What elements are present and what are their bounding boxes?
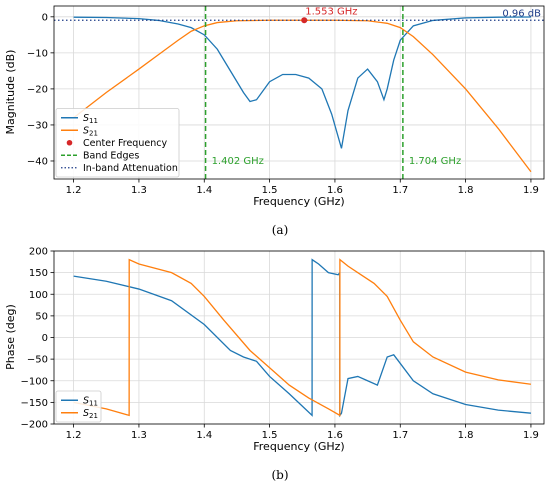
legend-entry-label: S21 [83, 126, 98, 138]
magnitude-y-axis-label: Magnitude (dB) [4, 50, 17, 135]
y-tick-label: −40 [27, 156, 48, 167]
y-tick-label: −30 [27, 120, 48, 131]
magnitude-chart: 0.96 dB 1.402 GHz 1.704 GHz 1.553 GHz 1.2 1.… [4, 5, 545, 237]
y-tick-label: 50 [35, 311, 48, 322]
x-tick-label: 1.2 [66, 185, 82, 196]
series-line-s11 [73, 258, 531, 418]
x-tick-label: 1.7 [392, 185, 408, 196]
y-tick-label: −200 [21, 420, 48, 431]
y-tick-label: 150 [29, 268, 48, 279]
band-edge-label: 1.704 GHz [409, 156, 461, 167]
x-tick-label: 1.6 [327, 185, 343, 196]
legend-entry-label: S21 [83, 408, 98, 420]
in-band-attenuation-label: 0.96 dB [502, 8, 541, 19]
caption-b: (b) [271, 468, 288, 482]
y-tick-label: −20 [27, 84, 48, 95]
phase-chart: 1.2 1.3 1.4 1.5 1.6 1.7 1.8 1.9 200 150 100 50 0 −50… [4, 247, 545, 482]
x-tick-label: 1.3 [131, 185, 147, 196]
x-tick-label: 1.4 [196, 430, 212, 441]
band-edge-label: 1.402 GHz [212, 156, 264, 167]
x-tick-label: 1.2 [66, 430, 82, 441]
y-tick-label: 200 [29, 247, 48, 258]
y-tick-label: −150 [21, 398, 48, 409]
x-tick-label: 1.8 [458, 185, 474, 196]
x-tick-label: 1.9 [523, 185, 539, 196]
phase-y-axis-label: Phase (deg) [4, 304, 17, 370]
x-tick-label: 1.4 [196, 185, 212, 196]
legend-swatch-dot [66, 139, 73, 146]
x-tick-label: 1.8 [458, 430, 474, 441]
legend-entry-label: Center Frequency [83, 138, 167, 149]
series-line-s21 [73, 258, 532, 417]
legend-entry-label: In-band Attenuation [83, 163, 178, 174]
y-tick-label: −100 [21, 376, 48, 387]
center-frequency-label: 1.553 GHz [305, 6, 357, 17]
legend-box [55, 390, 102, 423]
y-tick-label: −50 [27, 355, 48, 366]
legend-box [55, 108, 180, 178]
x-tick-label: 1.9 [523, 430, 539, 441]
legend-entry-label: S11 [83, 113, 98, 125]
caption-a: (a) [272, 223, 289, 237]
series-line-s11 [73, 16, 531, 149]
y-tick-label: 0 [42, 333, 48, 344]
x-tick-label: 1.5 [262, 185, 278, 196]
x-tick-label: 1.5 [262, 430, 278, 441]
legend-entry-label: Band Edges [83, 151, 139, 162]
x-tick-label: 1.7 [392, 430, 408, 441]
center-frequency-marker [301, 17, 308, 24]
y-tick-label: 0 [42, 12, 48, 23]
x-tick-label: 1.6 [327, 430, 343, 441]
y-tick-label: −10 [27, 48, 48, 59]
magnitude-x-axis-label: Frequency (GHz) [253, 195, 344, 208]
x-tick-label: 1.3 [131, 430, 147, 441]
y-tick-label: 100 [29, 290, 48, 301]
magnitude-plot-frame [53, 5, 545, 180]
phase-x-axis-label: Frequency (GHz) [253, 440, 344, 453]
legend-entry-label: S11 [83, 396, 98, 408]
